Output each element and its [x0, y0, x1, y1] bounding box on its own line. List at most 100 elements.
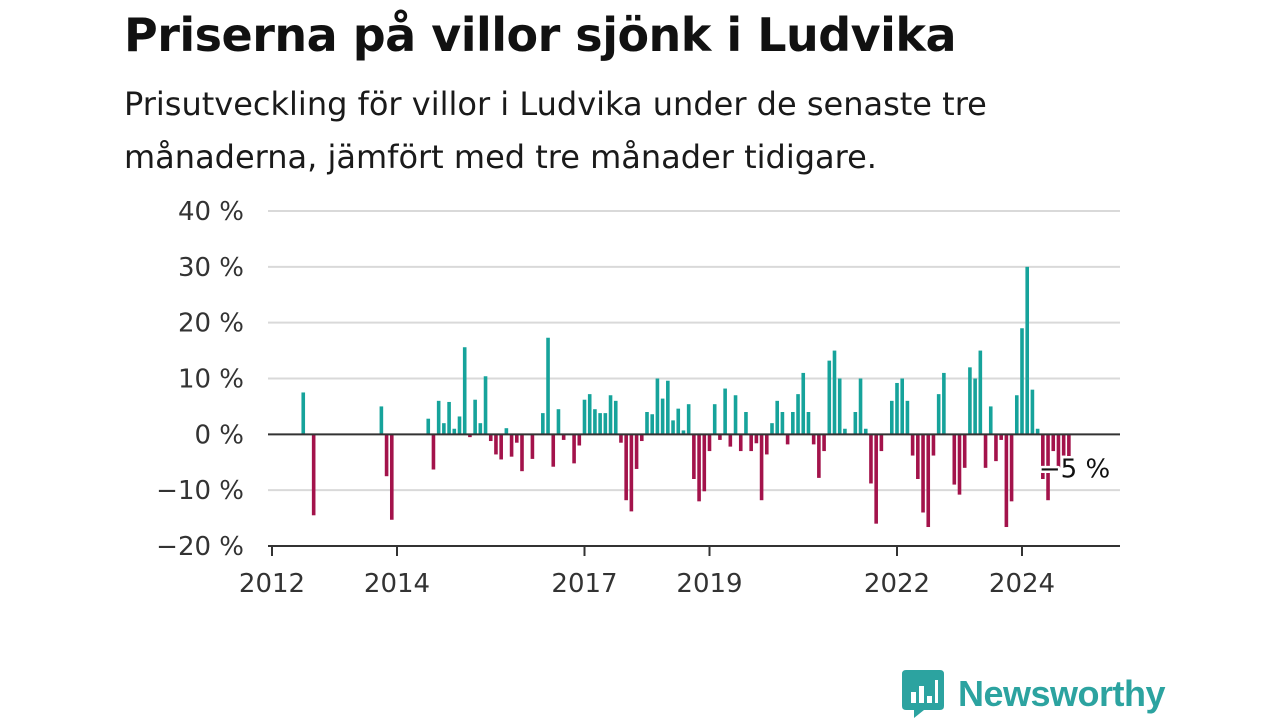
bar [509, 434, 514, 457]
bar [1004, 434, 1009, 528]
bar [468, 434, 472, 438]
bar [952, 434, 957, 485]
bar [384, 434, 389, 477]
y-tick-label: 10 % [178, 365, 244, 395]
x-axis-ticks: 2012 2014 2017 2019 2022 2024 [239, 546, 1055, 599]
bar [718, 434, 722, 440]
bar [431, 434, 436, 470]
bar [457, 416, 462, 435]
bar [858, 378, 863, 435]
bar [1030, 389, 1035, 435]
bar [791, 412, 795, 435]
bar [587, 394, 592, 435]
bar [676, 408, 681, 435]
y-tick-label: 30 % [178, 253, 244, 283]
bar [905, 400, 910, 435]
bar [556, 409, 561, 435]
x-tick-label: 2024 [989, 569, 1055, 599]
bar [530, 434, 535, 459]
bar [879, 434, 884, 452]
bar [593, 409, 597, 435]
bar [639, 434, 644, 442]
bar [822, 434, 826, 452]
y-tick-label: −20 % [156, 532, 244, 562]
bar [645, 412, 649, 435]
bar [551, 434, 556, 467]
bar [796, 394, 800, 435]
latest-value-label: −5 % [1039, 454, 1110, 484]
bar [1014, 395, 1019, 435]
bar [603, 413, 608, 435]
bar [671, 420, 675, 435]
bars [301, 266, 1071, 528]
bar [801, 372, 806, 435]
bar [723, 388, 727, 435]
bar [874, 434, 878, 524]
bar [994, 434, 998, 462]
bar [629, 434, 634, 512]
bar [301, 392, 306, 435]
x-tick-label: 2014 [364, 569, 430, 599]
bar [1025, 266, 1030, 435]
bar [504, 428, 509, 435]
bar [681, 430, 686, 435]
chart-title: Priserna på villor sjönk i Ludvika [124, 8, 957, 62]
bar [660, 398, 665, 435]
bar [900, 378, 905, 435]
bar [379, 406, 384, 435]
bar [811, 434, 816, 445]
bar [389, 434, 394, 520]
bar [754, 434, 759, 444]
brand-name: Newsworthy [958, 673, 1166, 714]
bar [608, 395, 613, 435]
bar [978, 350, 983, 435]
bar [577, 434, 582, 446]
bar [582, 399, 587, 435]
bar [983, 434, 988, 468]
bar [988, 406, 993, 435]
axes [268, 433, 1120, 547]
bar [837, 378, 842, 435]
bar [442, 423, 446, 435]
bar [785, 434, 790, 445]
bar [759, 434, 764, 501]
bar [1041, 434, 1045, 479]
y-tick-label: 0 % [194, 420, 244, 450]
bar [452, 428, 457, 435]
bar [936, 394, 941, 435]
bar [311, 434, 316, 516]
bar [462, 347, 467, 435]
bar [728, 434, 733, 447]
bar [619, 434, 623, 443]
bar [780, 412, 785, 435]
bar [962, 434, 967, 468]
bar [957, 434, 962, 495]
bar [764, 434, 769, 455]
bar [1051, 434, 1056, 452]
bar [447, 401, 451, 435]
y-axis-ticks: −20 % −10 % 0 % 10 % 20 % 30 % 40 % [156, 197, 244, 562]
bar [655, 378, 660, 435]
x-tick-label: 2022 [864, 569, 930, 599]
bar [546, 337, 550, 435]
bar [478, 423, 483, 435]
bar [686, 404, 691, 435]
x-tick-label: 2012 [239, 569, 305, 599]
bar [488, 434, 493, 442]
bar [1061, 434, 1066, 456]
bar [494, 434, 498, 455]
bar [473, 399, 477, 435]
bar [749, 434, 753, 452]
bar [613, 400, 618, 435]
bar [1035, 428, 1040, 435]
bar [968, 367, 972, 435]
bar [634, 434, 639, 469]
bar [843, 428, 847, 435]
bar [520, 434, 524, 472]
bar [863, 428, 868, 435]
gridlines [268, 210, 1120, 492]
chart-subtitle: Prisutveckling för villor i Ludvika unde… [124, 85, 987, 176]
bar [572, 434, 576, 464]
bar [895, 382, 899, 435]
